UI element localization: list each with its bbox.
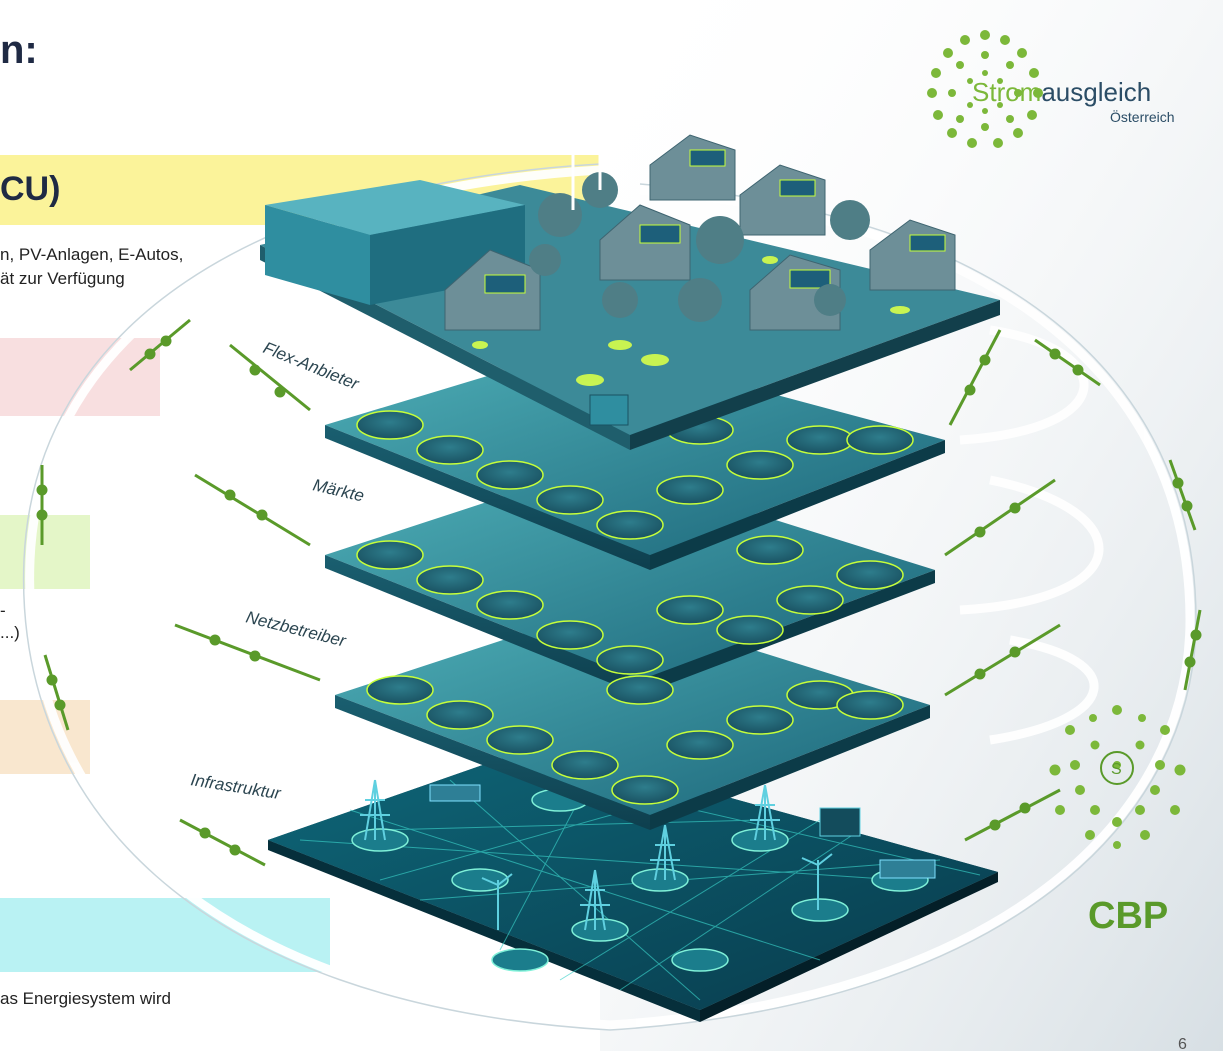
layer-discs xyxy=(356,410,914,805)
band-cyan-line-1: as Energiesystem wird xyxy=(0,989,172,1008)
logo-dot-sun-icon xyxy=(927,30,1043,148)
band-cyan xyxy=(0,898,330,972)
brand-logo: Stromausgleich Österreich xyxy=(910,15,1210,165)
layer-label-infrastructure: Infrastruktur xyxy=(189,770,283,803)
logo-text-country: Österreich xyxy=(1110,109,1175,125)
slide-title-fragment: n: xyxy=(0,28,38,72)
band-green-line-2: ...) xyxy=(0,623,20,642)
page-number: 6 xyxy=(1178,1036,1187,1053)
band-green-line-1: - xyxy=(0,601,6,620)
band-yellow-heading: CU) xyxy=(0,170,61,208)
green-arrows xyxy=(36,318,1202,867)
cbp-emblem: S xyxy=(1049,705,1186,849)
logo-text-ausgleich: ausgleich xyxy=(1041,77,1152,107)
cbp-emblem-letter: S xyxy=(1111,761,1122,778)
band-yellow-line-1: n, PV-Anlagen, E-Autos, xyxy=(0,245,184,264)
layer-label-grid: Netzbetreiber xyxy=(244,607,349,650)
town-platform xyxy=(260,62,1000,450)
band-green xyxy=(0,515,90,589)
infrastructure-platform xyxy=(268,745,998,1022)
layer-label-markets: Märkte xyxy=(311,475,366,505)
flex-provider-platform xyxy=(325,345,945,570)
grid-operator-platform xyxy=(335,605,930,830)
cbp-label: CBP xyxy=(1088,895,1169,937)
layer-label-flex: Flex-Anbieter xyxy=(261,338,363,394)
band-yellow-line-2: ät zur Verfügung xyxy=(0,269,125,288)
logo-text-strom: Strom xyxy=(972,77,1042,107)
